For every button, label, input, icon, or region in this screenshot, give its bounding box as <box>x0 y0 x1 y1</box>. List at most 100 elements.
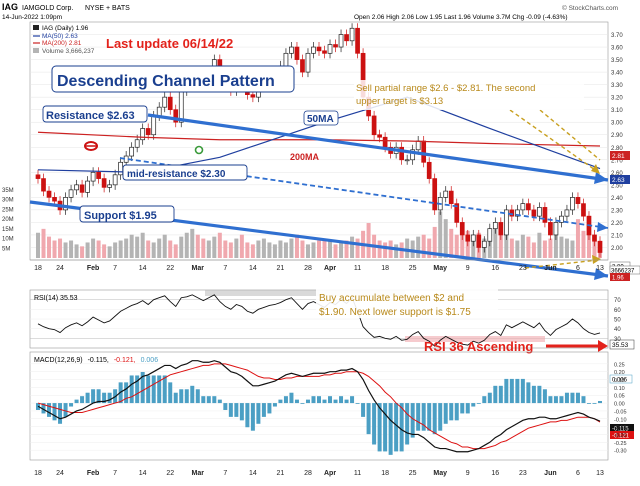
x-axis-tick-label: 14 <box>249 265 257 272</box>
buy-arrow <box>524 259 599 269</box>
macd-hist-bar <box>471 403 476 407</box>
volume-bar <box>113 242 118 258</box>
copyright-notice: © StockCharts.com <box>562 4 618 12</box>
candle-body <box>250 94 256 98</box>
macd-hist-bar <box>526 382 531 404</box>
x-axis-tick-label: 28 <box>304 265 312 272</box>
volume-bar <box>581 230 586 258</box>
volume-bar <box>41 228 46 258</box>
buy-arrow-head <box>592 255 601 264</box>
rsi-grid <box>30 299 608 339</box>
candle-body <box>542 207 548 223</box>
volume-bar <box>394 244 399 258</box>
candle-body <box>167 96 173 111</box>
volume-bar <box>173 244 178 258</box>
volume-y-tick-label: 15M <box>2 227 14 233</box>
macd-line <box>37 360 601 453</box>
macd-hist-bar <box>305 399 310 404</box>
macd-badge <box>610 424 634 432</box>
candle-body <box>151 115 157 136</box>
candle-body <box>52 197 57 202</box>
volume-bar <box>410 240 415 258</box>
macd-hist-bar <box>421 403 426 431</box>
macd-hist-bar <box>102 392 107 404</box>
volume-bar <box>63 242 68 258</box>
macd-hist-bar <box>245 403 250 428</box>
volume-bar <box>322 238 327 258</box>
macd-hist-bar <box>515 378 520 404</box>
macd-hist-bar <box>564 392 569 404</box>
macd-hist-bar <box>383 403 388 452</box>
x-axis-tick-label: 6 <box>576 470 580 477</box>
macd-hist-bar <box>190 385 195 404</box>
x-axis-tick-label: 14 <box>139 265 147 272</box>
macd-hist-bar <box>355 403 360 404</box>
candle-body <box>597 240 603 253</box>
macd-hist-bar <box>465 403 470 414</box>
candle-body <box>377 134 382 138</box>
resistance-box <box>42 105 148 123</box>
volume-bar <box>531 242 536 258</box>
macd-hist-bar <box>311 396 316 404</box>
macd-hist-bar <box>63 403 68 417</box>
volume-bar <box>80 246 85 258</box>
sell-note-line1: Sell partial range $2.6 - $2.81. The sec… <box>356 83 535 94</box>
volume-bar <box>85 242 90 258</box>
buy-note-line2: $1.90. Next lower support is $1.75 <box>319 307 471 318</box>
macd-hist-badge-text: 0.006 <box>612 378 628 384</box>
macd-hist-bar <box>570 392 575 404</box>
x-axis-tick-label: 11 <box>354 265 361 272</box>
macd-hist-bar <box>212 396 217 404</box>
volume-bar <box>107 246 112 258</box>
volume-bar <box>58 238 63 258</box>
candle-body <box>289 46 294 54</box>
candle-body <box>415 140 421 151</box>
candle-body <box>426 161 432 179</box>
ma50-badge-text: 2.63 <box>612 177 625 184</box>
candle-body <box>404 159 410 162</box>
candle-body <box>564 209 570 217</box>
macd-hist-bar <box>405 403 410 445</box>
volume-bar <box>537 232 542 258</box>
candle-body <box>581 203 586 217</box>
macd-y-tick-label: 0.05 <box>614 394 625 400</box>
support-label: Support $1.95 <box>84 210 157 222</box>
x-axis-tick-label: 28 <box>304 470 312 477</box>
legend-volume: Volume 3,666,237 <box>42 48 95 55</box>
price-y-tick-label: 2.10 <box>611 233 623 239</box>
candle-body <box>156 106 162 117</box>
volume-bar <box>559 236 564 258</box>
volume-bar <box>206 240 211 258</box>
legend-ma50: MA(50) 2.63 <box>42 33 78 40</box>
candle-body <box>129 146 135 157</box>
macd-hist-bar <box>548 396 553 404</box>
volume-y-tick-label: 20M <box>2 217 14 223</box>
macd-y-tick-label: 0.20 <box>614 370 625 376</box>
sell-arrow-1 <box>509 109 599 173</box>
candle-body <box>553 222 559 236</box>
price-legend: IAG (Daily) 1.96 MA(50) 2.63 MA(200) 2.8… <box>33 25 95 55</box>
macd-hist-bar <box>261 403 266 417</box>
rsi-title: RSI(14) 35.53 <box>34 295 78 302</box>
volume-bar <box>377 240 382 258</box>
x-axis-tick-label: 6 <box>576 265 580 272</box>
macd-histogram <box>36 372 602 455</box>
candle-body <box>74 184 79 191</box>
candle-body <box>96 171 101 179</box>
candle-body <box>140 128 146 141</box>
volume-bar <box>201 238 206 258</box>
macd-hist-bar <box>206 396 211 404</box>
x-axis-tick-label: 18 <box>34 470 42 477</box>
volume-bar <box>129 234 134 258</box>
x-axis-tick-label: 9 <box>466 470 470 477</box>
macd-hist-bar <box>509 378 514 404</box>
x-axis-tick-label: May <box>433 265 447 272</box>
volume-bar <box>487 240 492 258</box>
volume-bar <box>509 238 514 258</box>
macd-y-axis: -0.30 -0.25 -0.20 -0.15 -0.10 -0.050.00 0.05 0.… <box>614 362 627 454</box>
rsi-y-tick-label: 40 <box>614 327 621 333</box>
macd-hist-bar <box>151 375 156 404</box>
macd-hist-bar <box>317 396 321 404</box>
candle-body <box>107 184 112 188</box>
price-y-tick-label: 2.20 <box>611 221 623 227</box>
